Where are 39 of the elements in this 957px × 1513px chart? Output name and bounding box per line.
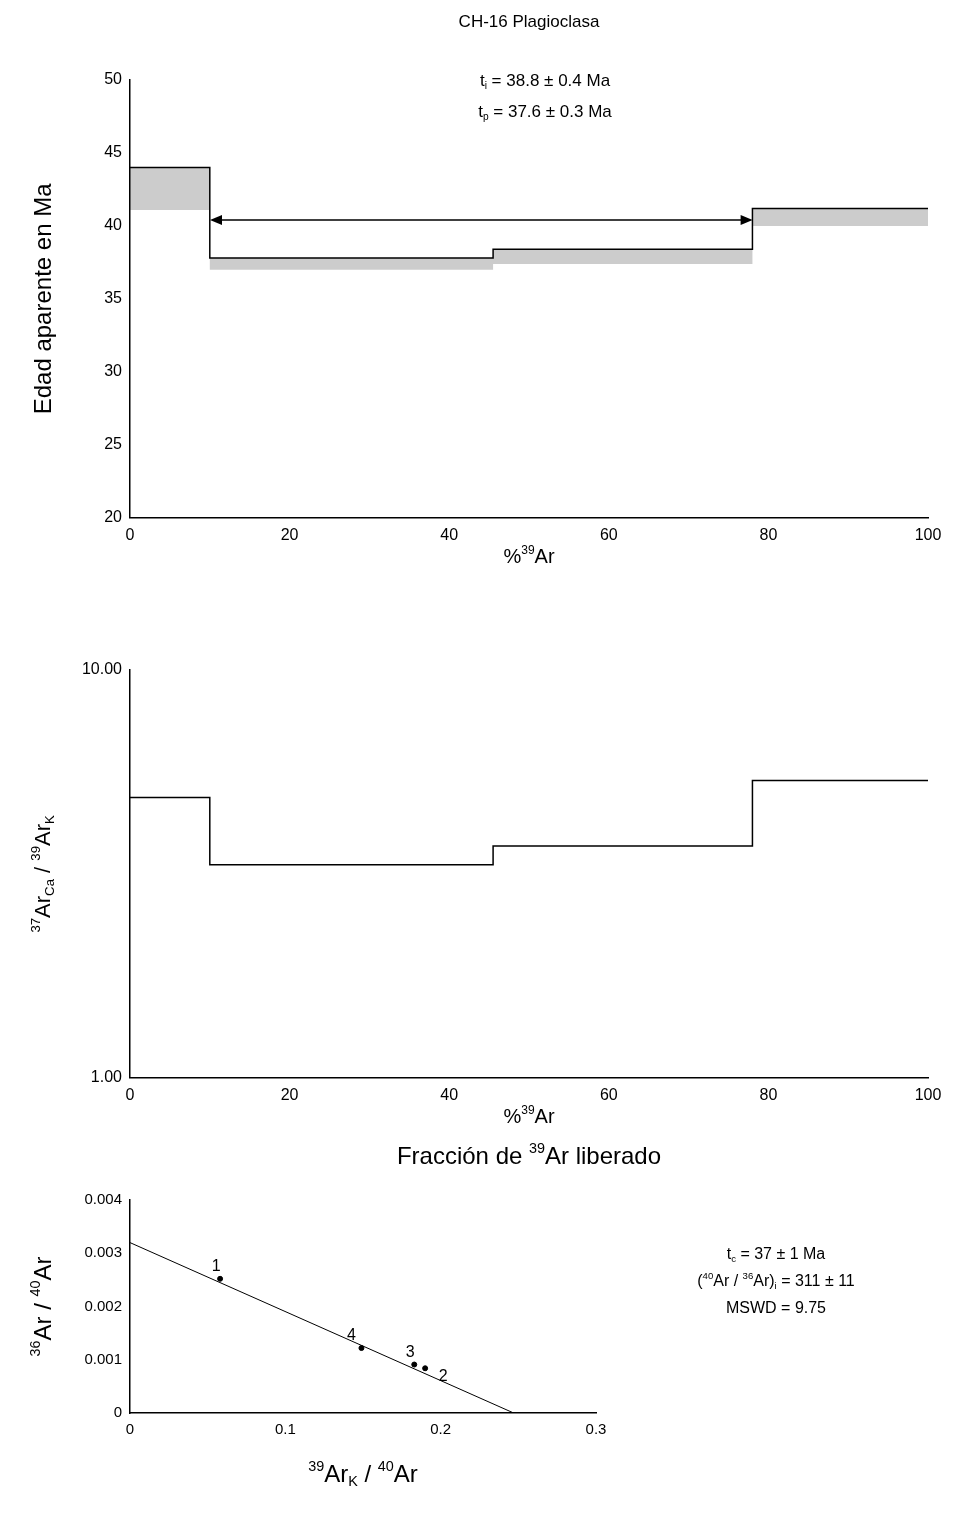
y-tick-label: 35 bbox=[104, 289, 123, 307]
x-tick-label: 0.3 bbox=[585, 1420, 607, 1438]
chart-title: CH-16 Plagioclasa bbox=[458, 11, 600, 31]
x-tick-label: 60 bbox=[599, 525, 618, 543]
x-tick-label: 100 bbox=[914, 1085, 942, 1103]
y-axis-title: Edad aparente en Ma bbox=[28, 182, 56, 415]
x-tick-label: 80 bbox=[759, 1085, 778, 1103]
x-tick-label: 40 bbox=[440, 1085, 459, 1103]
x-tick-label: 100 bbox=[914, 525, 942, 543]
annotation: 2 bbox=[438, 1366, 448, 1384]
y-tick-label: 25 bbox=[104, 435, 123, 453]
x-tick-label: 80 bbox=[759, 525, 778, 543]
annotation: 1 bbox=[211, 1257, 221, 1275]
y-axis-title: 36Ar / 40Ar bbox=[26, 1256, 56, 1357]
y-axis-title: 37ArCa / 39ArK bbox=[27, 815, 58, 933]
y-tick-label: 0.001 bbox=[84, 1349, 122, 1367]
x-tick-label: 0 bbox=[125, 525, 135, 543]
annotation: 3 bbox=[405, 1342, 415, 1360]
y-tick-label: 0.004 bbox=[84, 1190, 122, 1208]
x-tick-label: 0 bbox=[125, 1420, 135, 1438]
y-tick-label: 45 bbox=[104, 143, 123, 161]
y-tick-label: 0.003 bbox=[84, 1243, 122, 1261]
x-tick-label: 20 bbox=[280, 1085, 299, 1103]
y-tick-label: 40 bbox=[104, 216, 123, 234]
x-tick-label: 20 bbox=[280, 525, 299, 543]
y-tick-label: 1.00 bbox=[90, 1068, 123, 1086]
x-tick-label: 60 bbox=[599, 1085, 618, 1103]
x-tick-label: 0.1 bbox=[274, 1420, 296, 1438]
annotation: 4 bbox=[347, 1326, 356, 1344]
y-tick-label: 0 bbox=[113, 1403, 122, 1421]
y-tick-label: 30 bbox=[104, 362, 123, 380]
y-tick-label: 10.00 bbox=[81, 660, 123, 678]
y-tick-label: 50 bbox=[104, 70, 123, 88]
x-tick-label: 0.2 bbox=[430, 1420, 452, 1438]
x-tick-label: 0 bbox=[125, 1085, 135, 1103]
x-tick-label: 40 bbox=[440, 525, 459, 543]
y-tick-label: 0.002 bbox=[84, 1296, 122, 1314]
y-tick-label: 20 bbox=[104, 508, 123, 526]
text: MSWD = 9.75 bbox=[725, 1299, 827, 1317]
